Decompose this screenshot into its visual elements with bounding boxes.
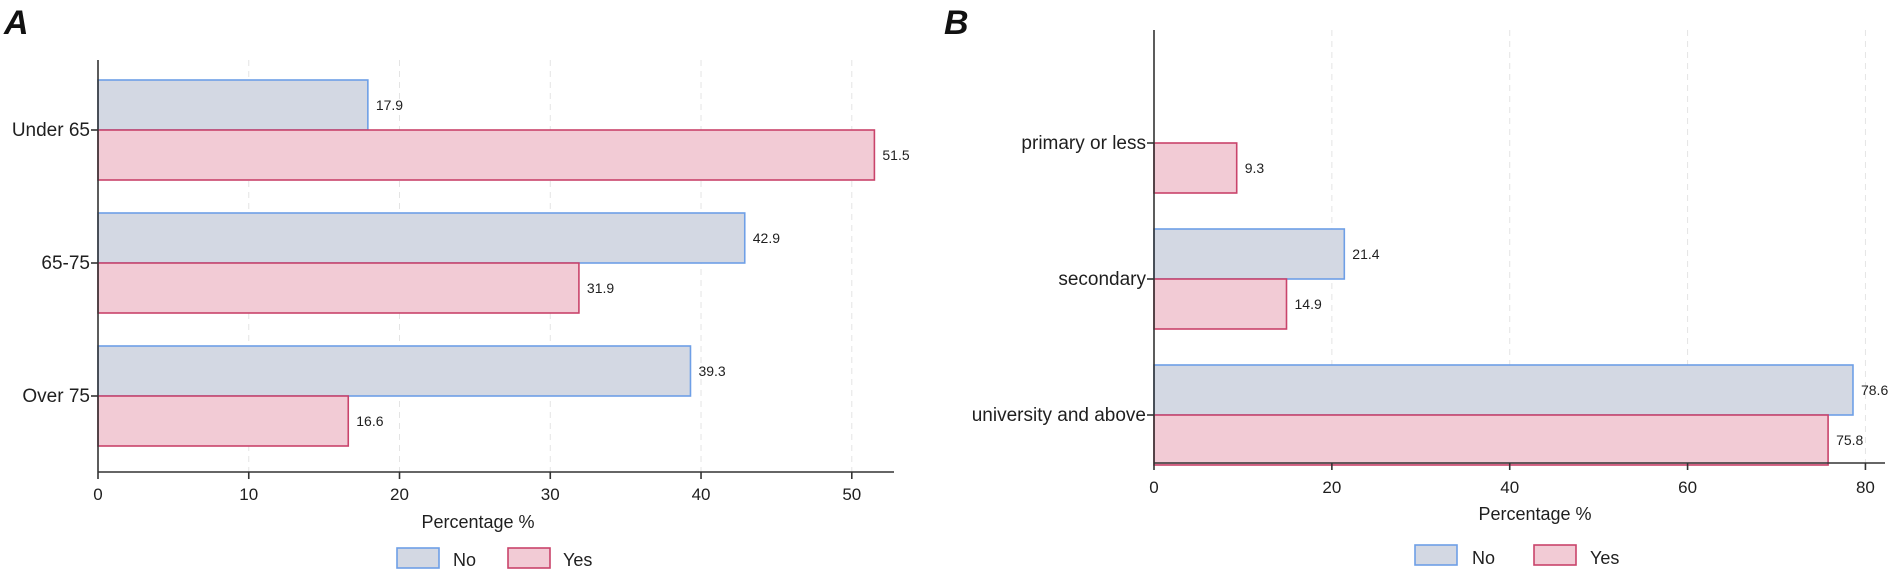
x-tick-label-a: 50 [842,485,861,504]
bars-a: 17.9 51.5 42.9 31.9 39.3 16.6 [97,79,910,447]
legend-b: No Yes [1414,544,1619,568]
data-label-a: 42.9 [753,230,780,246]
category-labels-b: primary or less secondary university and a… [972,133,1154,426]
x-tick-label-b: 20 [1322,478,1341,497]
x-ticks-a: 0 10 20 30 40 50 [93,472,861,504]
chart-panel-a: A 17.9 51.5 42.9 31.9 39.3 16.6 Under 65 65-75… [3,4,910,570]
panel-letter-b: B [944,4,969,42]
x-tick-label-a: 20 [390,485,409,504]
category-label-b: primary or less [1021,133,1146,154]
bar-yes-a [97,129,876,181]
x-tick-label-a: 10 [239,485,258,504]
data-label-b: 75.8 [1836,432,1863,448]
bars-b: 9.3 21.4 14.9 78.6 75.8 [1153,142,1888,466]
x-tick-label-a: 40 [692,485,711,504]
data-label-a: 39.3 [698,363,725,379]
chart-panel-b: B 9.3 21.4 14.9 78.6 75.8 primary or less sec… [944,4,1888,568]
x-ticks-b: 0 20 40 60 80 [1149,463,1875,497]
data-label-b: 14.9 [1295,296,1322,312]
category-label-a: Over 75 [22,386,90,407]
x-tick-label-a: 0 [93,485,102,504]
legend-swatch-yes-b [1533,544,1577,566]
axes-b [1153,30,1885,464]
legend-a: No Yes [396,547,592,570]
bar-yes-a [97,262,580,314]
data-label-a: 31.9 [587,280,614,296]
data-label-b: 21.4 [1352,246,1379,262]
bar-no-b [1153,364,1854,416]
category-labels-a: Under 65 65-75 Over 75 [12,120,98,407]
legend-swatch-no-a [396,547,440,569]
bar-yes-a [97,395,350,447]
bar-yes-b [1153,142,1238,194]
data-label-b: 78.6 [1861,382,1888,398]
panel-letter-a: A [3,4,29,42]
category-label-b: university and above [972,405,1146,426]
legend-swatch-yes-a [507,547,551,569]
category-label-a: Under 65 [12,120,90,141]
category-label-a: 65-75 [41,253,90,274]
legend-label-yes-a: Yes [563,550,592,570]
legend-label-no-a: No [453,550,476,570]
bar-no-a [97,345,692,397]
bar-no-b [1153,228,1346,280]
x-tick-label-b: 40 [1500,478,1519,497]
x-tick-label-b: 0 [1149,478,1158,497]
data-label-a: 51.5 [882,147,909,163]
legend-label-yes-b: Yes [1590,548,1619,568]
data-label-a: 17.9 [376,97,403,113]
bar-yes-b [1153,278,1288,330]
x-tick-label-b: 80 [1856,478,1875,497]
x-tick-label-b: 60 [1678,478,1697,497]
legend-swatch-no-b [1414,544,1458,566]
axes-a [97,60,894,473]
bar-no-a [97,212,746,264]
x-axis-title-b: Percentage % [1478,504,1591,524]
legend-label-no-b: No [1472,548,1495,568]
bar-no-a [97,79,369,131]
data-label-a: 16.6 [356,413,383,429]
data-label-b: 9.3 [1245,160,1265,176]
bar-yes-b [1153,414,1829,466]
x-axis-title-a: Percentage % [421,512,534,532]
x-tick-label-a: 30 [541,485,560,504]
category-label-b: secondary [1058,269,1146,290]
